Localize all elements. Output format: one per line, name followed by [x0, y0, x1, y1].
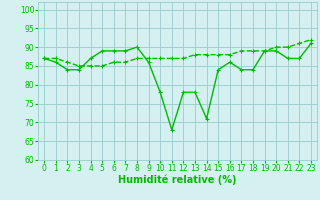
X-axis label: Humidité relative (%): Humidité relative (%): [118, 175, 237, 185]
